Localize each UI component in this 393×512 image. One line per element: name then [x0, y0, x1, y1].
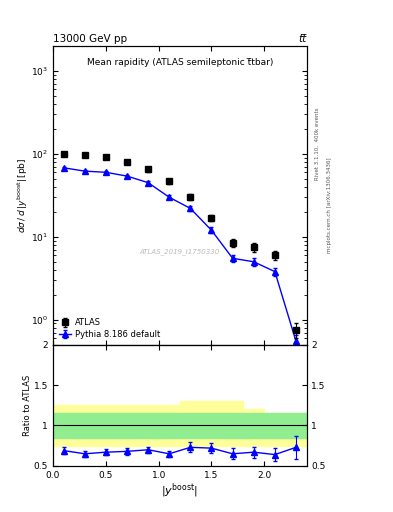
- X-axis label: $|y^{\rm boost}|$: $|y^{\rm boost}|$: [161, 481, 198, 500]
- Y-axis label: $d\sigma\,/\,d\,|y^{\rm boost}|\,\rm[pb]$: $d\sigma\,/\,d\,|y^{\rm boost}|\,\rm[pb]…: [15, 158, 29, 233]
- Text: mcplots.cern.ch [arXiv:1306.3436]: mcplots.cern.ch [arXiv:1306.3436]: [327, 157, 332, 252]
- Y-axis label: Ratio to ATLAS: Ratio to ATLAS: [24, 375, 33, 436]
- Legend: ATLAS, Pythia 8.186 default: ATLAS, Pythia 8.186 default: [57, 316, 162, 340]
- Text: Rivet 3.1.10,  400k events: Rivet 3.1.10, 400k events: [315, 107, 320, 180]
- Text: Mean rapidity (ATLAS semileptonic t̅tbar): Mean rapidity (ATLAS semileptonic t̅tbar…: [86, 58, 273, 67]
- Text: ATLAS_2019_I1750330: ATLAS_2019_I1750330: [140, 248, 220, 255]
- Text: tt̅: tt̅: [298, 34, 307, 44]
- Text: 13000 GeV pp: 13000 GeV pp: [53, 34, 127, 44]
